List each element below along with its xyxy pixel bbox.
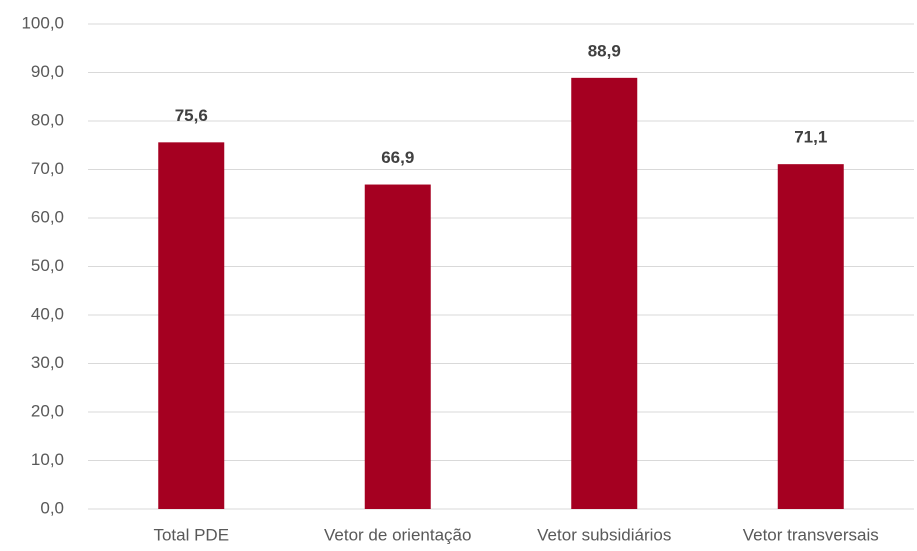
y-tick-label: 60,0 bbox=[31, 207, 64, 226]
y-tick-label: 30,0 bbox=[31, 353, 64, 372]
y-tick-label: 70,0 bbox=[31, 159, 64, 178]
x-tick-label: Vetor transversais bbox=[743, 525, 879, 544]
y-tick-label: 40,0 bbox=[31, 304, 64, 323]
bar bbox=[158, 142, 225, 509]
y-tick-label: 20,0 bbox=[31, 401, 64, 420]
y-tick-label: 90,0 bbox=[31, 62, 64, 81]
x-tick-label: Vetor subsidiários bbox=[537, 525, 671, 544]
y-tick-label: 0,0 bbox=[40, 498, 64, 517]
y-tick-label: 80,0 bbox=[31, 110, 64, 129]
data-label: 75,6 bbox=[175, 106, 208, 125]
y-tick-label: 50,0 bbox=[31, 256, 64, 275]
x-tick-label: Total PDE bbox=[153, 525, 229, 544]
data-label: 88,9 bbox=[588, 41, 621, 60]
data-label: 71,1 bbox=[794, 128, 827, 147]
bar bbox=[777, 164, 844, 510]
x-tick-label: Vetor de orientação bbox=[324, 525, 471, 544]
data-label: 66,9 bbox=[381, 148, 414, 167]
y-tick-label: 100,0 bbox=[21, 13, 64, 32]
bar bbox=[571, 77, 638, 510]
y-tick-label: 10,0 bbox=[31, 450, 64, 469]
bar bbox=[364, 184, 431, 509]
